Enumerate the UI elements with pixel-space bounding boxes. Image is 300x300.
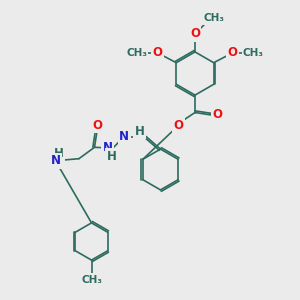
Text: O: O [92,118,102,132]
Text: CH₃: CH₃ [243,48,264,58]
Text: O: O [212,108,222,122]
Text: N: N [119,130,129,143]
Text: O: O [153,46,163,59]
Text: O: O [174,118,184,132]
Text: CH₃: CH₃ [81,274,102,285]
Text: H: H [107,150,116,163]
Text: N: N [50,154,61,167]
Text: N: N [103,141,113,154]
Text: O: O [190,27,200,40]
Text: CH₃: CH₃ [204,13,225,23]
Text: H: H [54,147,64,160]
Text: H: H [135,124,144,138]
Text: O: O [227,46,237,59]
Text: CH₃: CH₃ [126,48,147,58]
